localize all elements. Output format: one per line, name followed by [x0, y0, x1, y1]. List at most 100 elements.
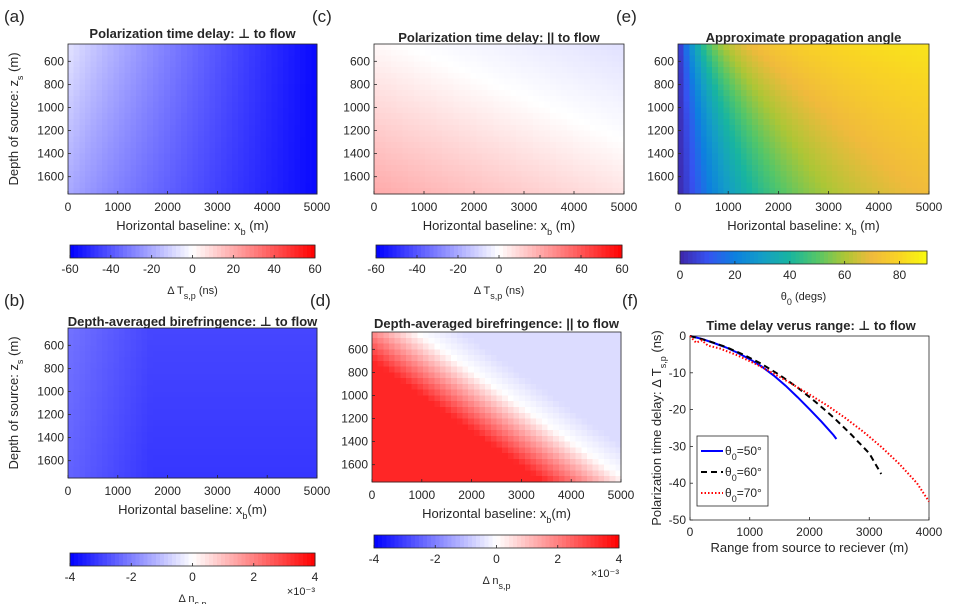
heatmap-cell	[447, 107, 455, 114]
heatmap-cell	[436, 142, 443, 149]
heatmap-cell	[158, 345, 165, 352]
heatmap-cell	[237, 356, 245, 364]
heatmap-cell	[436, 119, 443, 126]
heatmap-cell	[305, 414, 312, 421]
heatmap-cell	[538, 67, 546, 74]
heatmap-cell	[572, 72, 580, 80]
heatmap-cell	[118, 397, 126, 404]
heatmap-cell	[141, 339, 148, 346]
heatmap-cell	[769, 72, 776, 80]
heatmap-cell	[809, 165, 816, 172]
heatmap-cell	[584, 170, 591, 178]
heatmap-cell	[158, 328, 165, 335]
heatmap-cell	[96, 449, 103, 456]
heatmap-cell	[84, 72, 92, 80]
heatmap-cell	[175, 159, 182, 166]
heatmap-cell	[141, 72, 148, 80]
heatmap-cell	[113, 130, 120, 137]
heatmap-cell	[894, 176, 902, 184]
heatmap-cell	[192, 339, 199, 346]
heatmap-cell	[198, 351, 205, 358]
heatmap-cell	[305, 165, 312, 172]
heatmap-cell	[555, 188, 563, 195]
heatmap-cell	[499, 67, 506, 74]
heatmap-cell	[118, 328, 126, 335]
heatmap-cell	[96, 443, 103, 450]
heatmap-cell	[232, 165, 239, 172]
heatmap-cell	[209, 49, 216, 57]
heatmap-cell	[408, 61, 415, 68]
heatmap-cell	[192, 84, 199, 91]
heatmap-cell	[169, 379, 177, 387]
heatmap-cell	[164, 420, 171, 427]
heatmap-cell	[249, 124, 256, 132]
colorbar-swatch	[906, 251, 912, 264]
heatmap-cell	[849, 78, 856, 85]
heatmap-cell	[90, 437, 97, 444]
heatmap-cell	[232, 351, 239, 358]
heatmap-cell	[809, 55, 816, 62]
heatmap-cell	[198, 72, 205, 80]
heatmap-cell	[527, 188, 534, 195]
heatmap-cell	[96, 391, 103, 398]
heatmap-cell	[260, 165, 267, 172]
heatmap-cell	[567, 72, 574, 80]
heatmap-cell	[203, 78, 211, 85]
heatmap-cell	[618, 90, 625, 97]
heatmap-cell	[606, 130, 614, 137]
heatmap-cell	[533, 101, 540, 109]
heatmap-cell	[141, 449, 148, 456]
heatmap-cell	[68, 443, 75, 450]
heatmap-cell	[73, 101, 80, 109]
heatmap-cell	[774, 78, 782, 85]
heatmap-cell	[832, 188, 839, 195]
heatmap-cell	[73, 159, 80, 166]
heatmap-cell	[243, 136, 250, 143]
heatmap-cell	[601, 90, 608, 97]
heatmap-cell	[837, 147, 845, 155]
heatmap-cell	[820, 61, 827, 68]
heatmap-cell	[837, 119, 845, 126]
heatmap-cell	[809, 78, 816, 85]
heatmap-cell	[911, 153, 919, 160]
heatmap-cell	[678, 165, 685, 172]
heatmap-cell	[567, 78, 574, 85]
heatmap-cell	[814, 119, 822, 126]
heatmap-cell	[203, 55, 211, 62]
heatmap-cell	[447, 142, 455, 149]
heatmap-cell	[101, 113, 109, 120]
colorbar-swatch	[384, 245, 389, 258]
heatmap-cell	[700, 182, 708, 189]
heatmap-cell	[181, 130, 188, 137]
heatmap-cell	[803, 159, 810, 166]
heatmap-cell	[889, 159, 896, 166]
heatmap-cell	[499, 90, 506, 97]
x-tick-label: 1000	[104, 484, 131, 498]
heatmap-cell	[689, 49, 696, 57]
heatmap-cell	[538, 55, 546, 62]
heatmap-cell	[130, 142, 137, 149]
heatmap-cell	[164, 67, 171, 74]
heatmap-cell	[601, 49, 608, 57]
heatmap-cell	[683, 84, 690, 91]
heatmap-cell	[107, 49, 114, 57]
heatmap-cell	[283, 403, 290, 410]
heatmap-cell	[601, 101, 608, 109]
heatmap-cell	[854, 84, 862, 91]
heatmap-cell	[860, 44, 867, 51]
heatmap-cell	[209, 351, 216, 358]
heatmap-cell	[141, 420, 148, 427]
heatmap-cell	[271, 119, 278, 126]
heatmap-cell	[606, 101, 614, 109]
heatmap-cell	[305, 431, 312, 439]
heatmap-cell	[181, 466, 188, 473]
heatmap-cell	[277, 170, 284, 178]
heatmap-cell	[510, 124, 517, 132]
heatmap-cell	[135, 170, 143, 178]
heatmap-cell	[729, 67, 736, 74]
heatmap-cell	[311, 443, 318, 450]
colorbar-swatch	[204, 245, 210, 258]
heatmap-cell	[175, 67, 182, 74]
heatmap-cell	[425, 44, 432, 51]
heatmap-cell	[396, 182, 404, 189]
